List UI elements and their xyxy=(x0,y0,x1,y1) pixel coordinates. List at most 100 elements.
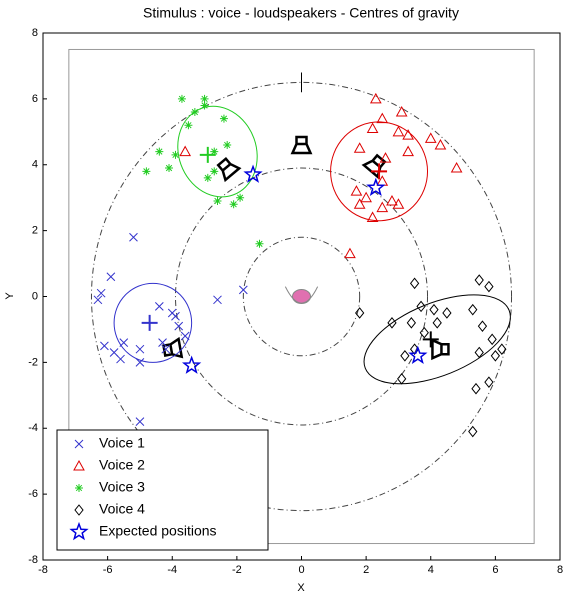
dispersion-ellipse xyxy=(177,105,258,198)
marker-triangle xyxy=(402,129,414,140)
marker-triangle xyxy=(395,106,408,117)
marker-x xyxy=(100,341,109,351)
marker-diamond xyxy=(497,343,507,356)
loudspeaker-icon xyxy=(216,156,242,183)
marker-diamond xyxy=(387,317,397,329)
marker-diamond xyxy=(74,504,84,516)
marker-diamond xyxy=(409,277,420,290)
marker-diamond xyxy=(484,376,494,388)
x-tick-label: 8 xyxy=(557,564,563,576)
centre-of-gravity xyxy=(371,163,388,180)
marker-asterisk xyxy=(213,196,222,205)
centre-of-gravity xyxy=(141,314,158,331)
room-frame xyxy=(68,48,535,545)
centre-of-gravity xyxy=(199,146,216,163)
marker-asterisk xyxy=(75,484,83,492)
legend-label: Voice 2 xyxy=(99,457,145,473)
marker-diamond xyxy=(416,300,426,313)
marker-asterisk xyxy=(171,150,180,159)
legend-label: Voice 4 xyxy=(99,501,145,517)
marker-x xyxy=(106,272,116,282)
marker-x xyxy=(161,344,171,354)
marker-triangle xyxy=(402,145,414,157)
marker-asterisk xyxy=(255,239,264,248)
dispersion-ellipse xyxy=(330,121,429,222)
y-tick-label: -4 xyxy=(28,422,38,434)
y-tick-label: 8 xyxy=(32,27,38,39)
reference-circle xyxy=(174,167,429,426)
marker-diamond xyxy=(429,303,439,316)
marker-x xyxy=(74,439,84,449)
marker-x xyxy=(213,295,222,305)
marker-triangle xyxy=(344,247,356,259)
marker-diamond xyxy=(471,382,481,395)
marker-triangle xyxy=(353,142,366,153)
legend-label: Voice 1 xyxy=(99,435,145,451)
marker-x xyxy=(180,331,190,341)
marker-diamond xyxy=(355,307,365,319)
marker-triangle xyxy=(386,194,398,206)
marker-asterisk xyxy=(203,173,212,182)
marker-diamond xyxy=(474,274,484,286)
marker-asterisk xyxy=(223,140,232,149)
x-tick-label: 0 xyxy=(298,564,304,576)
y-tick-label: -6 xyxy=(28,488,38,500)
listener-head xyxy=(292,289,311,304)
marker-asterisk xyxy=(210,147,219,156)
y-axis-label: Y xyxy=(4,292,16,300)
marker-diamond xyxy=(484,280,494,293)
marker-diamond xyxy=(397,373,407,385)
marker-star xyxy=(366,177,386,197)
marker-diamond xyxy=(432,317,442,329)
x-tick-label: -6 xyxy=(103,564,113,576)
marker-asterisk xyxy=(165,164,174,173)
dispersion-ellipse xyxy=(113,282,193,363)
marker-x xyxy=(93,295,103,305)
marker-x xyxy=(135,417,145,427)
marker-triangle xyxy=(450,162,463,173)
marker-diamond xyxy=(442,307,452,319)
y-tick-label: -2 xyxy=(28,356,38,368)
marker-diamond xyxy=(474,346,484,359)
loudspeaker-body xyxy=(216,156,242,183)
marker-triangle xyxy=(392,198,405,209)
marker-asterisk xyxy=(229,200,238,209)
marker-x xyxy=(158,338,167,347)
y-tick-label: 6 xyxy=(32,93,38,105)
marker-diamond xyxy=(490,349,501,362)
marker-diamond xyxy=(487,333,497,346)
marker-x xyxy=(109,348,119,357)
marker-x xyxy=(174,321,184,331)
x-axis-label: X xyxy=(297,582,305,594)
marker-triangle xyxy=(366,211,379,222)
marker-triangle xyxy=(376,112,389,124)
marker-triangle xyxy=(353,198,366,209)
marker-triangle xyxy=(424,132,437,143)
x-tick-label: -2 xyxy=(232,564,242,576)
marker-star xyxy=(181,355,202,374)
marker-x xyxy=(129,232,138,242)
reference-circle xyxy=(242,236,361,357)
loudspeaker-body xyxy=(431,338,450,361)
chart-title: Stimulus : voice - loudspeakers - Centre… xyxy=(143,5,459,21)
marker-triangle xyxy=(392,125,405,137)
marker-triangle xyxy=(350,185,363,196)
marker-x xyxy=(154,302,164,311)
marker-x xyxy=(171,311,180,321)
marker-x xyxy=(135,358,145,367)
marker-triangle xyxy=(179,145,192,157)
dispersion-ellipse xyxy=(363,294,511,385)
marker-asterisk xyxy=(184,121,193,130)
marker-diamond xyxy=(400,349,410,362)
marker-x xyxy=(119,338,129,347)
marker-triangle xyxy=(360,191,372,203)
x-tick-label: 2 xyxy=(363,564,369,576)
legend: Voice 1 Voice 2 Voice 3 Voice 4 Expected pos… xyxy=(56,429,269,551)
marker-asterisk xyxy=(200,94,209,103)
marker-x xyxy=(135,344,145,354)
marker-diamond xyxy=(419,326,429,339)
loudspeaker-body xyxy=(290,135,313,155)
legend-label: Voice 3 xyxy=(99,479,145,495)
x-tick-label: 4 xyxy=(428,564,434,576)
